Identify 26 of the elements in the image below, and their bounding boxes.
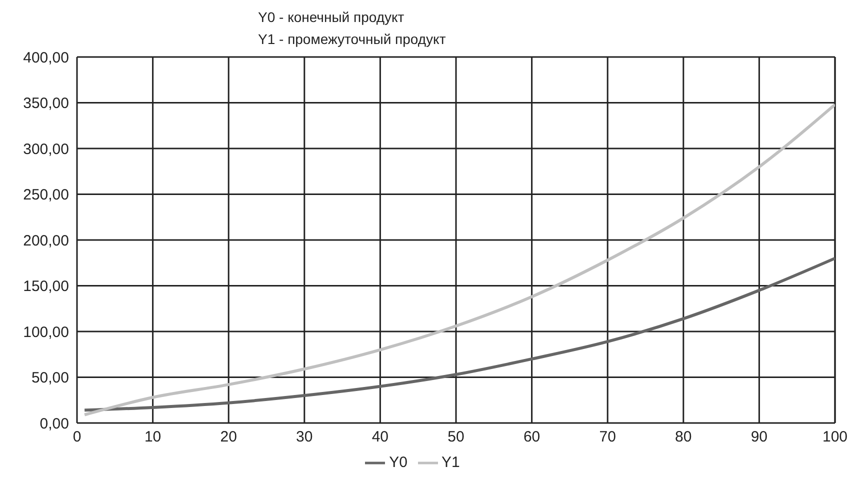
- y-tick-label: 200,00: [23, 232, 69, 250]
- x-tick-label: 30: [296, 428, 313, 446]
- x-tick-label: 10: [144, 428, 162, 446]
- y-tick-label: 150,00: [23, 278, 69, 296]
- legend-label: Y1: [442, 454, 460, 471]
- x-tick-label: 80: [675, 428, 692, 446]
- x-tick-label: 70: [599, 428, 616, 446]
- y-tick-label: 400,00: [23, 49, 69, 66]
- x-tick-label: 90: [750, 428, 768, 446]
- y-tick-label: 50,00: [31, 370, 69, 387]
- y-tick-label: 0,00: [40, 415, 69, 432]
- line-series: [83, 256, 835, 412]
- legend-label: Y0: [389, 454, 408, 471]
- line-series: [83, 103, 835, 416]
- chart-subtitle: Y1 - промежуточный продукт: [258, 30, 446, 49]
- y-tick-label: 350,00: [23, 95, 69, 112]
- x-tick-label: 20: [220, 428, 237, 446]
- x-tick-label: 40: [372, 428, 389, 446]
- y-tick-label: 100,00: [23, 324, 69, 341]
- chart-title: Y0 - конечный продукт: [258, 8, 406, 27]
- y-tick-label: 250,00: [23, 186, 69, 204]
- x-tick-label: 60: [523, 428, 540, 446]
- x-tick-label: 50: [448, 428, 464, 446]
- x-tick-label: 100: [822, 428, 848, 446]
- y-tick-label: 300,00: [23, 140, 69, 158]
- x-tick-label: 0: [72, 428, 82, 446]
